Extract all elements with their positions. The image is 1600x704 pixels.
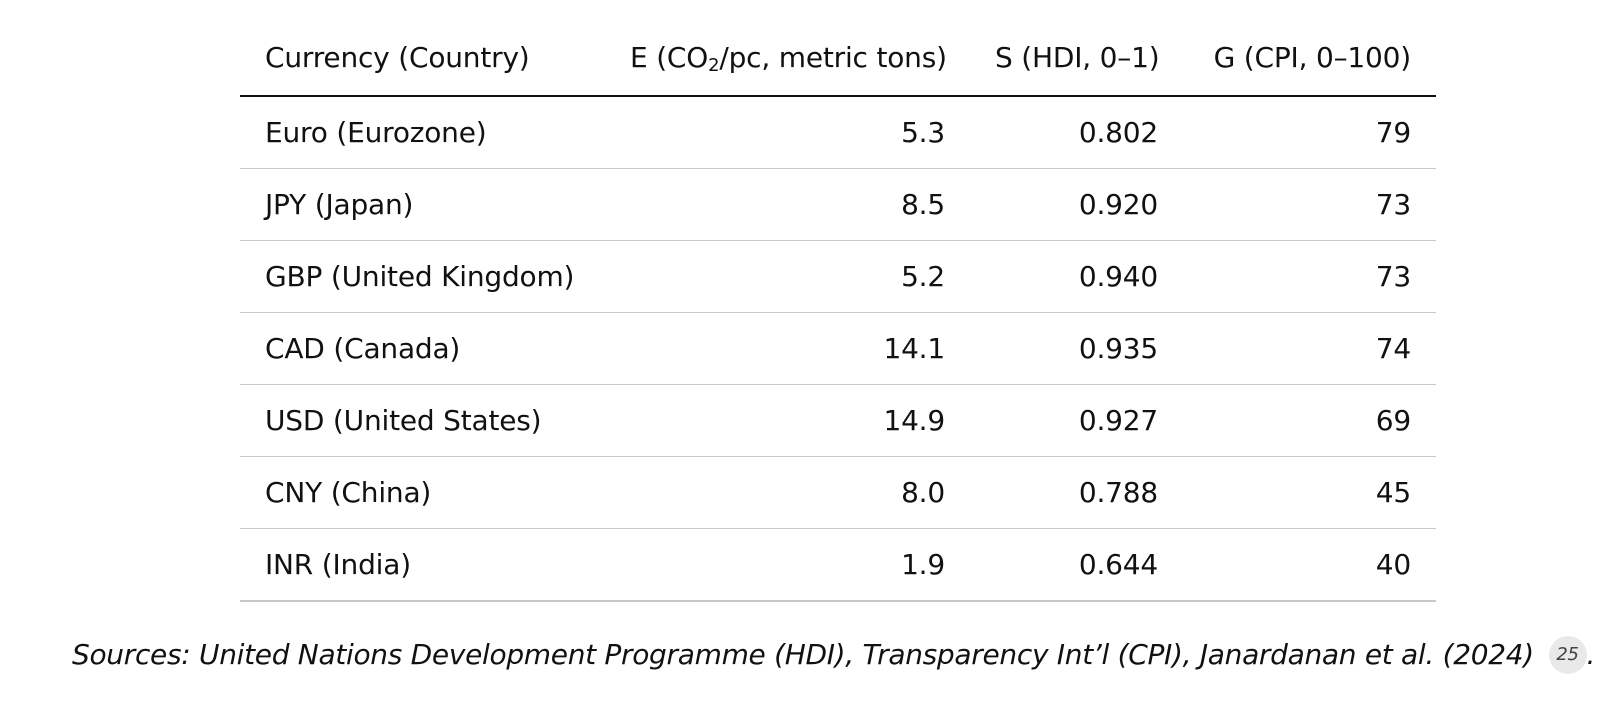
cell-hdi: 0.788 xyxy=(970,456,1183,529)
table-row: INR (India) 1.9 0.644 40 xyxy=(240,528,1436,602)
cell-hdi: 0.927 xyxy=(970,384,1183,457)
cell-currency: CNY (China) xyxy=(240,456,605,529)
data-table-container: Currency (Country) E (CO2/pc, metric ton… xyxy=(240,20,1436,602)
cell-emissions: 8.0 xyxy=(605,456,970,529)
cell-cpi: 73 xyxy=(1183,168,1436,241)
table-row: CAD (Canada) 14.1 0.935 74 xyxy=(240,312,1436,385)
header-emissions-suffix: /pc, metric tons) xyxy=(719,41,947,74)
cell-hdi: 0.920 xyxy=(970,168,1183,241)
header-emissions: E (CO2/pc, metric tons) xyxy=(605,20,970,97)
cell-hdi: 0.802 xyxy=(970,96,1183,169)
table-row: JPY (Japan) 8.5 0.920 73 xyxy=(240,168,1436,241)
cell-hdi: 0.644 xyxy=(970,528,1183,602)
cell-emissions: 1.9 xyxy=(605,528,970,602)
caption-end-punct: . xyxy=(1586,638,1596,671)
data-table: Currency (Country) E (CO2/pc, metric ton… xyxy=(240,20,1436,602)
cell-currency: GBP (United Kingdom) xyxy=(240,240,605,313)
table-row: Euro (Eurozone) 5.3 0.802 79 xyxy=(240,96,1436,169)
cell-emissions: 8.5 xyxy=(605,168,970,241)
cell-currency: Euro (Eurozone) xyxy=(240,96,605,169)
table-caption: Sources: United Nations Development Prog… xyxy=(72,636,1595,674)
header-row: Currency (Country) E (CO2/pc, metric ton… xyxy=(240,20,1436,97)
table-row: CNY (China) 8.0 0.788 45 xyxy=(240,456,1436,529)
header-emissions-subscript: 2 xyxy=(708,55,720,76)
table-row: USD (United States) 14.9 0.927 69 xyxy=(240,384,1436,457)
header-currency: Currency (Country) xyxy=(240,20,605,97)
cell-currency: USD (United States) xyxy=(240,384,605,457)
cell-emissions: 5.3 xyxy=(605,96,970,169)
caption-text: Sources: United Nations Development Prog… xyxy=(72,638,1534,671)
cell-emissions: 14.9 xyxy=(605,384,970,457)
cell-hdi: 0.940 xyxy=(970,240,1183,313)
cell-hdi: 0.935 xyxy=(970,312,1183,385)
cell-currency: JPY (Japan) xyxy=(240,168,605,241)
cell-cpi: 79 xyxy=(1183,96,1436,169)
table-body: Euro (Eurozone) 5.3 0.802 79 JPY (Japan)… xyxy=(240,96,1436,602)
table-row: GBP (United Kingdom) 5.2 0.940 73 xyxy=(240,240,1436,313)
cell-emissions: 14.1 xyxy=(605,312,970,385)
cell-cpi: 45 xyxy=(1183,456,1436,529)
cell-cpi: 69 xyxy=(1183,384,1436,457)
cell-cpi: 40 xyxy=(1183,528,1436,602)
cell-emissions: 5.2 xyxy=(605,240,970,313)
footnote-reference-link[interactable]: 25 xyxy=(1548,636,1587,674)
cell-currency: INR (India) xyxy=(240,528,605,602)
header-emissions-prefix: E (CO xyxy=(630,41,709,74)
header-hdi: S (HDI, 0–1) xyxy=(970,20,1183,97)
cell-cpi: 73 xyxy=(1183,240,1436,313)
header-cpi: G (CPI, 0–100) xyxy=(1183,20,1436,97)
cell-currency: CAD (Canada) xyxy=(240,312,605,385)
table-header: Currency (Country) E (CO2/pc, metric ton… xyxy=(240,20,1436,97)
cell-cpi: 74 xyxy=(1183,312,1436,385)
